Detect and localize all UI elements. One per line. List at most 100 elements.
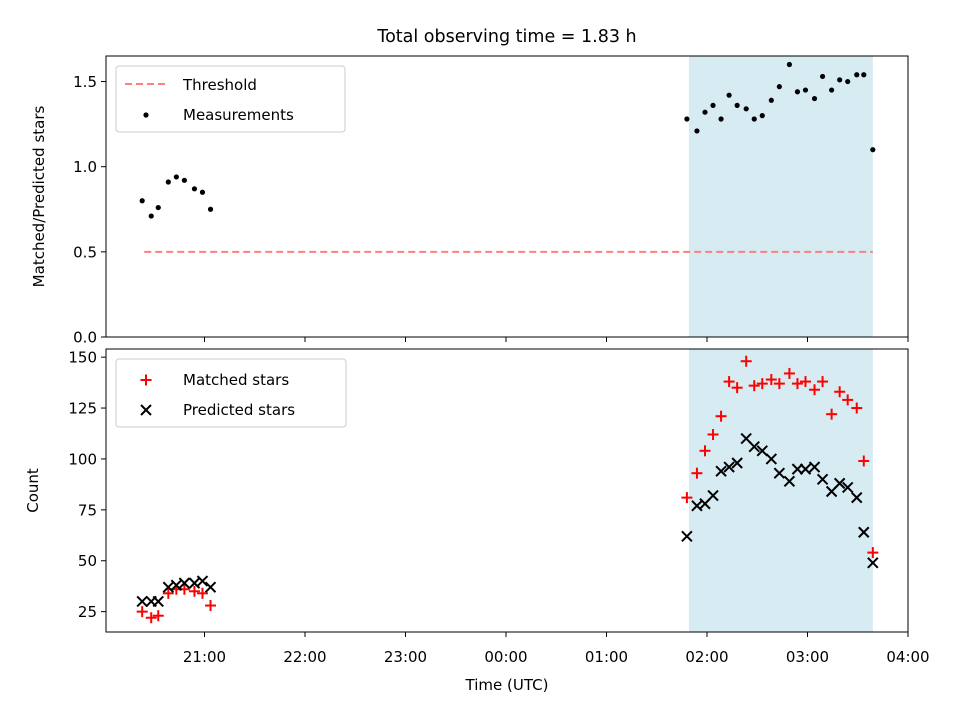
cross-stroke bbox=[152, 595, 164, 608]
predicted-star-point bbox=[783, 475, 796, 488]
matched-star-point bbox=[817, 376, 829, 388]
bottom-axes-frame bbox=[105, 348, 909, 633]
predicted-star-point bbox=[799, 463, 812, 475]
cross-stroke bbox=[783, 475, 796, 488]
y-tick-label: 0.5 bbox=[73, 243, 97, 261]
cross-stroke bbox=[681, 530, 693, 543]
matched-star-point bbox=[196, 587, 208, 599]
predicted-star-point bbox=[162, 581, 175, 593]
cross-stroke bbox=[136, 595, 148, 608]
matched-star-point bbox=[799, 376, 811, 388]
measurement-point bbox=[743, 106, 749, 112]
measurement-point bbox=[207, 206, 214, 212]
predicted-star-point bbox=[715, 465, 727, 477]
cross-stroke bbox=[808, 461, 821, 473]
x-tick-label: 02:00 bbox=[685, 648, 728, 666]
predicted-star-point bbox=[723, 461, 735, 473]
cross-stroke bbox=[188, 577, 201, 589]
matched-star-point bbox=[152, 610, 164, 622]
top-legend-box bbox=[115, 65, 346, 133]
predicted-star-point bbox=[748, 441, 760, 453]
predicted-star-point bbox=[808, 461, 821, 473]
measurement-point bbox=[139, 198, 145, 204]
measurement-point bbox=[702, 109, 708, 115]
predicted-star-point bbox=[833, 477, 846, 490]
matched-star-point bbox=[691, 467, 703, 479]
cross-stroke bbox=[833, 477, 846, 490]
matched-star-point bbox=[867, 547, 879, 559]
measurement-points bbox=[139, 61, 876, 219]
x-tick-label: 04:00 bbox=[886, 648, 929, 666]
predicted-star-point bbox=[816, 473, 829, 486]
x-tick-label: 23:00 bbox=[384, 648, 427, 666]
predicted-star-point bbox=[188, 577, 201, 589]
predicted-star-point bbox=[152, 595, 164, 608]
y-tick-label: 1.5 bbox=[73, 73, 97, 91]
y-tick-label: 0.0 bbox=[73, 329, 97, 347]
cross-stroke bbox=[765, 453, 778, 465]
predicted-star-point bbox=[851, 491, 863, 504]
top-axes-frame bbox=[105, 55, 909, 338]
matched-star-point bbox=[834, 386, 846, 398]
y-tick-label: 100 bbox=[68, 450, 97, 468]
matched-star-point bbox=[842, 394, 854, 406]
measurement-point bbox=[173, 174, 179, 180]
y-tick-label: 25 bbox=[78, 603, 97, 621]
matched-star-point bbox=[826, 408, 838, 420]
measurement-point bbox=[148, 213, 154, 219]
measurement-point bbox=[734, 102, 740, 108]
measurement-point bbox=[794, 89, 801, 95]
y-tick-label: 50 bbox=[78, 552, 97, 570]
cross-stroke bbox=[723, 461, 735, 473]
legend-measurements-label: Measurements bbox=[183, 106, 294, 124]
matched-star-point bbox=[723, 376, 735, 388]
measurement-point bbox=[786, 61, 793, 68]
cross-stroke bbox=[867, 557, 879, 569]
matched-star-point bbox=[136, 606, 148, 618]
panel-ratio: 0.0 0.5 1.0 1.5 Total observing time = 1.83… bbox=[30, 27, 909, 347]
cross-stroke bbox=[858, 526, 870, 538]
cross-stroke bbox=[731, 457, 743, 469]
measurement-point bbox=[684, 116, 690, 122]
bottom-legend: Matched stars Predicted stars bbox=[115, 358, 347, 428]
measurement-point bbox=[155, 204, 161, 211]
measurement-point bbox=[837, 77, 843, 83]
legend-plus-marker bbox=[140, 374, 152, 386]
cross-stroke bbox=[799, 463, 812, 475]
matched-star-point bbox=[715, 410, 727, 422]
bottom-y-axis-label: Count bbox=[24, 468, 42, 513]
cross-stroke bbox=[707, 489, 719, 502]
top-y-ticks: 0.0 0.5 1.0 1.5 bbox=[73, 73, 106, 347]
y-tick-label: 75 bbox=[78, 501, 97, 519]
predicted-star-point bbox=[756, 445, 768, 457]
matched-star-point bbox=[809, 384, 821, 396]
measurement-point bbox=[181, 177, 187, 183]
predicted-star-point bbox=[707, 489, 719, 502]
measurement-point bbox=[845, 78, 851, 85]
measurement-point bbox=[710, 102, 716, 108]
matched-star-point bbox=[205, 600, 217, 612]
measurement-point bbox=[861, 72, 867, 78]
cross-stroke bbox=[748, 441, 760, 453]
legend-measurements-swatch bbox=[143, 112, 149, 118]
predicted-star-point bbox=[204, 581, 217, 593]
cross-stroke bbox=[715, 465, 727, 477]
measurement-point bbox=[819, 73, 826, 80]
cross-stroke bbox=[841, 481, 854, 494]
bottom-y-ticks: 25 50 75 100 125 150 bbox=[68, 349, 106, 621]
matched-star-point bbox=[145, 612, 157, 624]
matched-star-point bbox=[858, 455, 870, 467]
measurement-point bbox=[165, 179, 171, 185]
chart-title: Total observing time = 1.83 h bbox=[376, 27, 636, 47]
y-tick-label: 125 bbox=[68, 400, 97, 418]
measurement-point bbox=[870, 147, 876, 153]
legend-matched-swatch bbox=[140, 374, 152, 386]
matched-star-point bbox=[773, 378, 785, 390]
predicted-star-point bbox=[858, 526, 870, 538]
measurement-point bbox=[759, 113, 765, 119]
predicted-star-point bbox=[178, 577, 191, 589]
measurement-point bbox=[768, 97, 774, 103]
matched-star-point bbox=[851, 402, 863, 414]
x-tick-label: 22:00 bbox=[283, 648, 326, 666]
measurement-point bbox=[694, 128, 700, 134]
